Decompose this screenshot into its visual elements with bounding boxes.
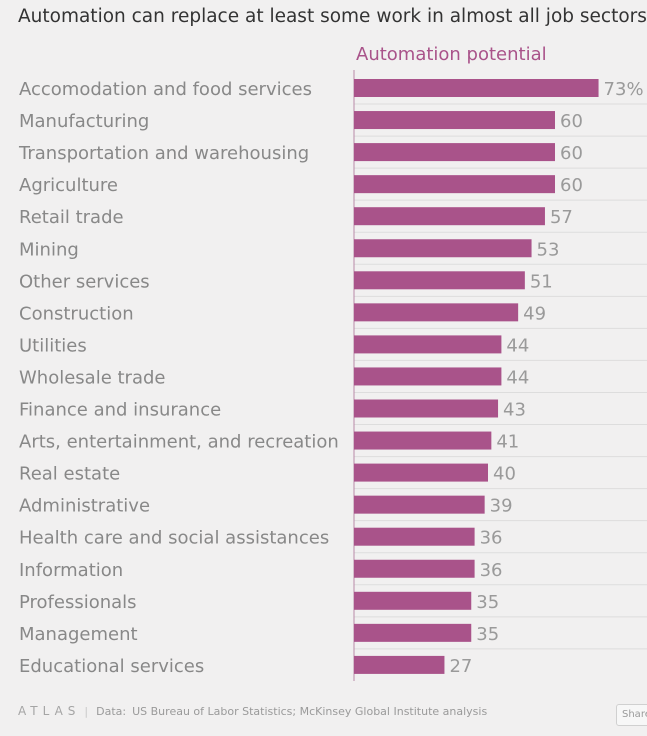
value-label: 73% xyxy=(604,79,644,100)
value-label: 35 xyxy=(476,592,499,613)
footer-separator: | xyxy=(84,704,89,718)
category-label: Manufacturing xyxy=(19,111,149,132)
category-label: Transportation and warehousing xyxy=(18,143,309,164)
category-label: Accomodation and food services xyxy=(19,79,312,100)
bar[interactable] xyxy=(354,239,532,258)
bar[interactable] xyxy=(354,207,545,226)
category-label: Health care and social assistances xyxy=(19,528,329,549)
value-label: 60 xyxy=(560,143,583,164)
value-label: 36 xyxy=(480,560,503,581)
category-label: Mining xyxy=(19,239,79,260)
bar[interactable] xyxy=(354,527,475,546)
value-label: 44 xyxy=(506,367,529,388)
category-label: Agriculture xyxy=(19,175,118,196)
category-label: Wholesale trade xyxy=(19,367,166,388)
bar[interactable] xyxy=(354,463,488,482)
value-label: 44 xyxy=(506,335,529,356)
value-label: 27 xyxy=(449,656,472,677)
share-button[interactable]: Share xyxy=(616,704,647,726)
bar[interactable] xyxy=(354,495,485,514)
value-label: 41 xyxy=(496,432,519,453)
bar[interactable] xyxy=(354,655,445,674)
value-label: 51 xyxy=(530,271,553,292)
category-label: Management xyxy=(19,624,138,645)
category-label: Real estate xyxy=(19,464,120,485)
source-label: Data: xyxy=(96,704,127,718)
value-label: 49 xyxy=(523,303,546,324)
bar[interactable] xyxy=(354,559,475,578)
bar[interactable] xyxy=(354,79,599,97)
bar[interactable] xyxy=(354,335,502,354)
value-label: 60 xyxy=(560,175,583,196)
bar[interactable] xyxy=(354,399,499,418)
category-label: Utilities xyxy=(19,335,87,356)
value-label: 40 xyxy=(493,464,516,485)
value-label: 39 xyxy=(490,496,513,517)
bar[interactable] xyxy=(354,623,472,642)
bar[interactable] xyxy=(354,431,492,450)
bar[interactable] xyxy=(354,111,555,130)
bar[interactable] xyxy=(354,591,472,610)
footer: ATLAS | Data: US Bureau of Labor Statist… xyxy=(18,704,487,718)
value-label: 60 xyxy=(560,111,583,132)
category-label: Arts, entertainment, and recreation xyxy=(19,432,339,453)
value-label: 43 xyxy=(503,400,526,421)
category-label: Retail trade xyxy=(19,207,124,228)
value-label: 57 xyxy=(550,207,573,228)
bar[interactable] xyxy=(354,271,525,290)
bar[interactable] xyxy=(354,175,555,194)
bar[interactable] xyxy=(354,367,502,386)
category-label: Educational services xyxy=(19,656,204,677)
category-label: Administrative xyxy=(19,496,150,517)
category-label: Professionals xyxy=(19,592,137,613)
bar-chart: Accomodation and food services 73% Manufac… xyxy=(18,70,647,681)
category-label: Other services xyxy=(19,271,150,292)
bar[interactable] xyxy=(354,143,555,162)
category-label: Information xyxy=(19,560,123,581)
chart-title: Automation can replace at least some wor… xyxy=(18,6,647,27)
bar[interactable] xyxy=(354,303,519,322)
value-label: 36 xyxy=(480,528,503,549)
value-label: 53 xyxy=(537,239,560,260)
column-header: Automation potential xyxy=(356,44,547,65)
category-label: Construction xyxy=(19,303,134,324)
source-text: US Bureau of Labor Statistics; McKinsey … xyxy=(132,704,488,718)
category-label: Finance and insurance xyxy=(19,400,221,421)
atlas-logo[interactable]: ATLAS xyxy=(18,704,81,718)
value-label: 35 xyxy=(476,624,499,645)
